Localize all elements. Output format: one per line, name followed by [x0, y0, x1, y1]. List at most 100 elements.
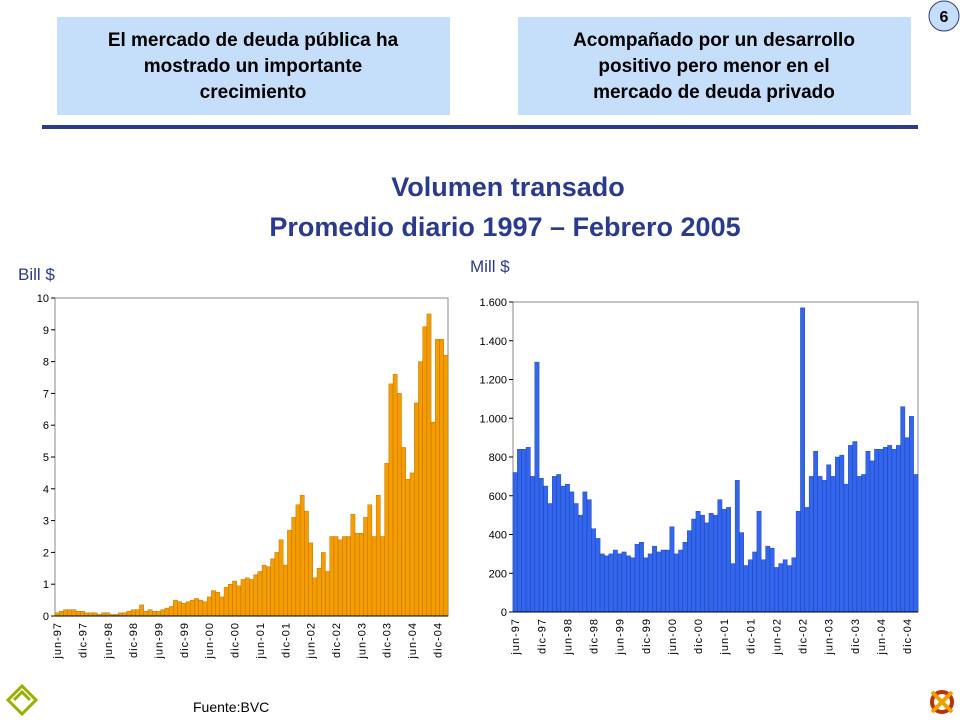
y-tick-label: 200 — [489, 568, 507, 580]
bar — [202, 601, 208, 617]
bar — [380, 536, 385, 617]
bar — [752, 551, 758, 613]
bar — [130, 609, 136, 617]
bar — [375, 494, 381, 617]
bar — [604, 555, 610, 613]
x-tick-label: jun-98 — [562, 618, 574, 656]
bar — [337, 539, 343, 617]
bar — [878, 449, 884, 613]
bar — [143, 611, 149, 617]
y-tick-label: 6 — [43, 420, 49, 432]
y-tick-label: 0 — [501, 607, 507, 619]
y-tick-label: 8 — [43, 357, 49, 369]
bar — [333, 536, 339, 617]
bar — [769, 547, 775, 613]
x-tick-label: dic-01 — [280, 622, 292, 658]
bar — [861, 474, 866, 613]
y-tick-label: 0 — [43, 611, 49, 623]
y-tick-label: 9 — [43, 325, 49, 337]
bar — [253, 574, 259, 617]
bar — [765, 545, 771, 613]
chart: Bill $ 0 1 2 3 4 5 6 7 8 9 10 jun-97 dic-97 jun-98 dic-… — [18, 265, 449, 660]
bar — [586, 499, 592, 613]
bar — [295, 504, 301, 617]
bar — [274, 552, 280, 617]
x-tick-label: dic-02 — [331, 622, 343, 658]
x-tick-label: jun-01 — [255, 622, 267, 660]
bar — [721, 509, 727, 613]
page-number: 6 — [940, 9, 949, 26]
bar — [612, 549, 618, 613]
bar — [787, 565, 792, 613]
bar — [278, 539, 284, 617]
bar — [695, 511, 701, 613]
x-tick-label: jun-04 — [407, 622, 419, 660]
bar — [194, 598, 199, 617]
bar — [75, 611, 81, 617]
bar — [808, 476, 814, 613]
x-tick-label: dic-04 — [432, 622, 444, 658]
bar — [682, 542, 688, 613]
bar — [521, 449, 527, 613]
bar — [739, 532, 745, 613]
bar — [371, 536, 377, 617]
bar — [190, 599, 195, 617]
bar — [329, 536, 335, 617]
bar — [67, 609, 73, 617]
x-tick-label: dic-97 — [536, 618, 548, 654]
bar — [813, 450, 819, 613]
bar — [299, 494, 305, 617]
bar — [413, 402, 419, 617]
bar — [173, 599, 178, 617]
bar — [422, 326, 428, 617]
bar — [198, 599, 204, 617]
bar — [266, 566, 271, 617]
bar — [652, 545, 657, 613]
bar — [350, 514, 356, 617]
y-tick-label: 1.400 — [479, 336, 507, 348]
bar — [71, 609, 77, 617]
x-tick-label: jun-04 — [876, 618, 888, 656]
bar — [321, 552, 326, 617]
bar — [830, 476, 836, 613]
bar — [168, 606, 174, 617]
bar — [215, 591, 221, 617]
x-tick-label: jun-99 — [154, 622, 166, 660]
bar — [778, 563, 784, 613]
bar — [595, 538, 601, 613]
bar — [261, 564, 267, 617]
bar — [634, 543, 640, 613]
bar — [409, 472, 415, 617]
x-tick-label: jun-02 — [306, 622, 318, 660]
x-tick-label: dic-01 — [745, 618, 757, 654]
bar — [346, 536, 352, 617]
bar — [219, 596, 225, 617]
bar — [325, 571, 330, 617]
bar — [160, 609, 166, 617]
bar — [913, 474, 919, 613]
header-text: Acompañado por un desarrollo positivo per… — [573, 30, 855, 103]
x-tick-label: dic-03 — [850, 618, 862, 654]
x-tick-label: dic-00 — [693, 618, 705, 654]
bar — [843, 483, 849, 613]
x-tick-label: jun-98 — [103, 622, 115, 660]
x-tick-label: dic-97 — [77, 622, 89, 658]
x-tick-label: jun-03 — [356, 622, 368, 660]
bar — [244, 577, 250, 617]
header-box — [518, 17, 911, 115]
bar — [287, 529, 292, 617]
bar — [678, 549, 684, 613]
bar — [909, 416, 914, 613]
bar — [900, 406, 906, 613]
x-tick-label: dic-99 — [641, 618, 653, 654]
bar — [591, 528, 596, 613]
bar — [59, 611, 64, 617]
bar — [865, 450, 871, 613]
y-tick-label: 5 — [43, 452, 49, 464]
bar — [232, 580, 237, 617]
bar — [240, 579, 246, 617]
bar — [308, 542, 313, 617]
y-tick-label: 600 — [489, 491, 507, 503]
bar — [426, 313, 432, 617]
bar — [804, 507, 810, 613]
